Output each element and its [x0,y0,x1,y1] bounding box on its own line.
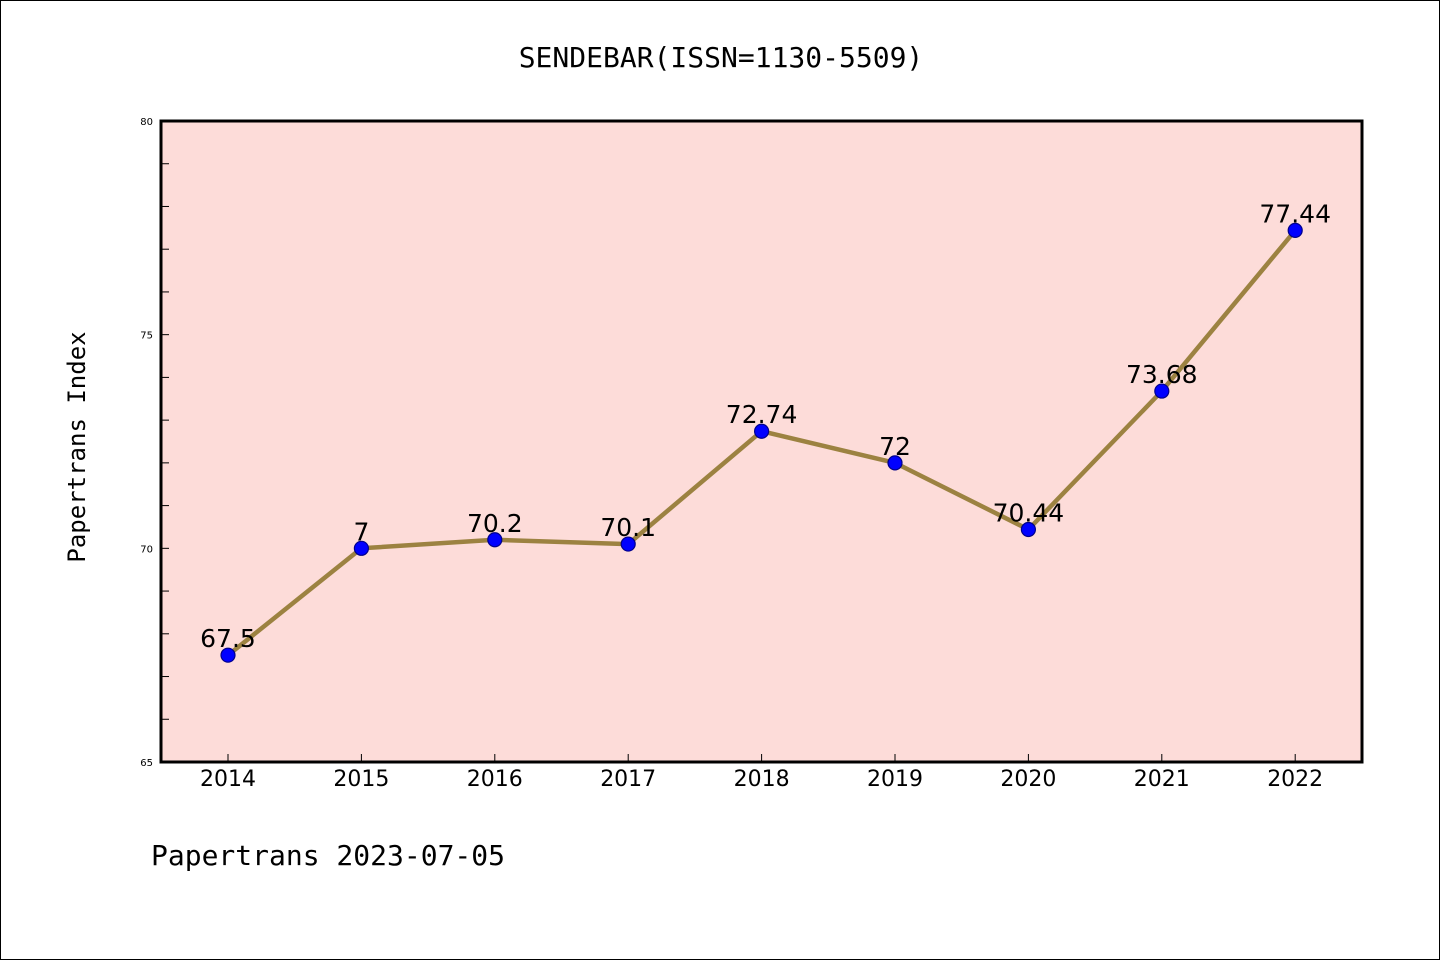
x-tick-label: 2018 [734,767,790,792]
data-point [220,647,236,663]
x-tick-label: 2016 [467,767,523,792]
data-point [887,455,903,471]
data-label: 70.1 [600,513,656,542]
data-label: 70.44 [993,499,1065,528]
plot-area [161,121,1362,762]
x-tick-label: 2017 [600,767,656,792]
x-tick-label: 2021 [1134,767,1190,792]
y-axis-label: Papertrans Index [63,331,91,562]
data-point [753,423,770,439]
chart-title: SENDEBAR(ISSN=1130-5509) [519,41,924,74]
data-labels: 67.5 7 70.2 70.1 72.74 72 70.44 73.68 77.44 [200,199,1331,653]
y-tick-label: 70 [140,544,153,555]
plot-frame [159,119,1364,764]
x-tick-label: 2022 [1267,767,1323,792]
data-label: 73.68 [1126,360,1198,389]
data-label: 67.5 [200,624,256,653]
y-tick-label: 65 [140,758,153,769]
y-tick-label: 75 [140,331,153,342]
data-point [620,536,636,552]
data-point [353,540,369,556]
data-point [1020,521,1037,538]
y-tick-label: 80 [140,117,153,128]
data-label: 7 [353,517,369,546]
data-points [220,222,1303,663]
data-point [487,532,503,548]
data-label: 72 [879,432,911,461]
x-tick-label: 2019 [867,767,923,792]
x-axis: 2014 2015 2016 2017 2018 2019 2020 2021 2022 [200,754,1323,792]
x-tick-label: 2020 [1000,767,1056,792]
data-point [1154,383,1170,399]
x-tick-label: 2015 [333,767,389,792]
x-tick-label: 2014 [200,767,256,792]
data-label: 77.44 [1259,199,1331,228]
footer-note: Papertrans 2023-07-05 [151,839,505,872]
data-label: 72.74 [726,400,798,429]
data-point [1287,222,1303,238]
data-label: 70.2 [467,509,523,538]
